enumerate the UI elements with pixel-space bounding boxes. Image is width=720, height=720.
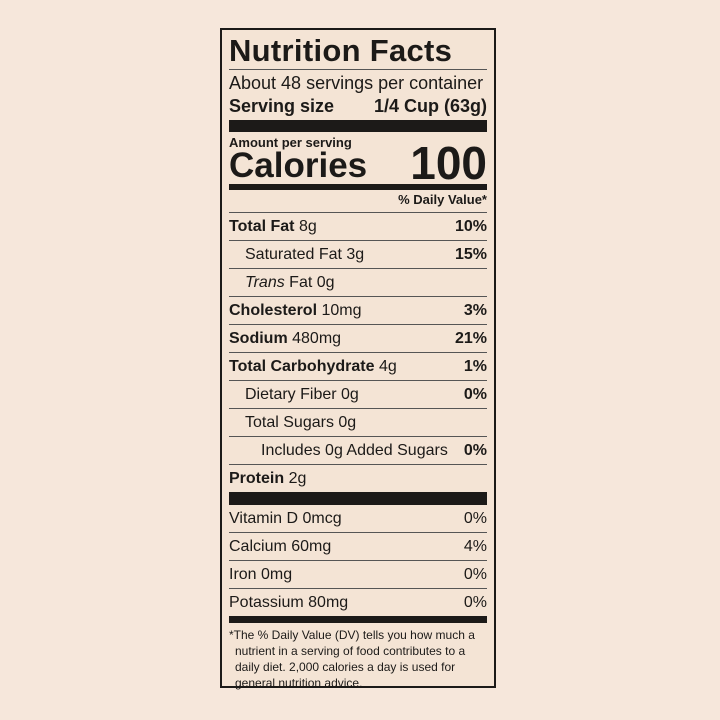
thick-divider: [229, 120, 487, 132]
vitamin-label: Iron 0mg: [229, 566, 292, 584]
vitamin-daily-value: 4%: [463, 537, 487, 555]
nutrient-label: Cholesterol 10mg: [229, 302, 362, 320]
nutrient-daily-value: 1%: [463, 357, 487, 375]
vitamin-amount: 80mg: [308, 593, 349, 611]
nutrient-label: Sodium 480mg: [229, 330, 341, 348]
nutrition-facts-label: Nutrition Facts About 48 servings per co…: [220, 28, 496, 690]
serving-size-label: Serving size: [229, 96, 335, 116]
nutrient-daily-value: 15%: [454, 245, 487, 263]
serving-size-value: 1/4 Cup (63g): [373, 96, 487, 116]
nutrient-row: Protein 2g: [229, 465, 487, 492]
nutrient-daily-value: 0%: [463, 441, 487, 459]
vitamin-label: Calcium 60mg: [229, 538, 331, 556]
daily-value-header: % Daily Value*: [229, 190, 487, 213]
nutrient-name: Sodium: [229, 329, 288, 347]
vitamin-row: Calcium 60mg 4%: [229, 533, 487, 561]
nutrient-row: Total Carbohydrate 4g 1%: [229, 353, 487, 381]
nutrient-label: Trans Fat 0g: [245, 274, 335, 292]
nutrient-amount: 0g: [338, 413, 357, 431]
nutrient-amount: 0g: [341, 385, 359, 403]
calories-value: 100: [410, 137, 487, 189]
nutrient-label: Total Sugars 0g: [245, 414, 356, 432]
nutrient-label: Saturated Fat 3g: [245, 246, 364, 264]
nutrient-row: Dietary Fiber 0g 0%: [229, 381, 487, 409]
servings-per-container: About 48 servings per container: [229, 73, 484, 93]
nutrient-row: Total Fat 8g 10%: [229, 213, 487, 241]
vitamin-name: Calcium: [229, 537, 287, 555]
nutrient-name: Protein: [229, 469, 285, 487]
vitamin-list: Vitamin D 0mcg 0% Calcium 60mg 4% Iron 0mg 0%…: [229, 505, 487, 616]
vitamin-row: Vitamin D 0mcg 0%: [229, 505, 487, 533]
vitamin-daily-value: 0%: [463, 565, 487, 583]
divider: [229, 69, 487, 70]
nutrient-name: Total Fat: [229, 217, 295, 235]
nutrient-amount: 0g: [316, 273, 335, 291]
medium-divider: [229, 184, 487, 190]
nutrient-amount: 0g Added Sugars: [325, 441, 448, 459]
vitamin-daily-value: 0%: [463, 593, 487, 611]
nutrient-row: Cholesterol 10mg 3%: [229, 297, 487, 325]
nutrient-name: Cholesterol: [229, 301, 318, 319]
nutrient-daily-value: 3%: [463, 301, 487, 319]
vitamin-daily-value: 0%: [463, 509, 487, 527]
nutrient-name: Dietary Fiber: [245, 385, 337, 403]
vitamin-row: Potassium 80mg 0%: [229, 589, 487, 616]
vitamin-name: Iron: [229, 565, 257, 583]
nutrient-label: Total Fat 8g: [229, 218, 317, 236]
vitamin-amount: 60mg: [291, 537, 332, 555]
vitamin-label: Potassium 80mg: [229, 594, 348, 612]
vitamin-name: Potassium: [229, 593, 304, 611]
nutrient-name: Trans: [245, 273, 285, 291]
label-title: Nutrition Facts: [229, 33, 453, 68]
calories-label: Calories: [229, 146, 368, 185]
nutrient-label: Includes 0g Added Sugars: [261, 442, 448, 460]
nutrient-name: Total Carbohydrate: [229, 357, 375, 375]
nutrient-daily-value: 10%: [454, 217, 487, 235]
thick-divider: [229, 492, 487, 505]
nutrient-row: Includes 0g Added Sugars 0%: [229, 437, 487, 465]
nutrient-label: Protein 2g: [229, 470, 306, 488]
nutrient-row: Sodium 480mg 21%: [229, 325, 487, 353]
nutrient-row: Trans Fat 0g: [229, 269, 487, 297]
vitamin-amount: 0mcg: [302, 509, 342, 527]
nutrient-name-suffix: Fat: [284, 273, 313, 291]
nutrient-daily-value: 21%: [454, 329, 487, 347]
serving-size: Serving size 1/4 Cup (63g): [229, 95, 487, 117]
nutrient-row: Total Sugars 0g: [229, 409, 487, 437]
vitamin-name: Vitamin D: [229, 509, 299, 527]
nutrient-row: Saturated Fat 3g 15%: [229, 241, 487, 269]
nutrient-amount: 3g: [346, 245, 365, 263]
nutrient-amount: 10mg: [321, 301, 362, 319]
vitamin-label: Vitamin D 0mcg: [229, 510, 342, 528]
footnote: *The % Daily Value (DV) tells you how mu…: [229, 628, 475, 690]
nutrient-name: Total Sugars: [245, 413, 334, 431]
nutrient-amount: 4g: [378, 357, 397, 375]
vitamin-row: Iron 0mg 0%: [229, 561, 487, 589]
calories-row: Calories 100: [229, 140, 487, 186]
nutrient-amount: 2g: [288, 469, 307, 487]
nutrient-name: Includes: [261, 441, 321, 459]
nutrient-label: Dietary Fiber 0g: [245, 386, 359, 404]
nutrient-amount: 8g: [298, 217, 317, 235]
nutrient-list: Total Fat 8g 10% Saturated Fat 3g 15% Trans …: [229, 213, 487, 492]
vitamin-amount: 0mg: [261, 565, 293, 583]
nutrient-name: Saturated Fat: [245, 245, 342, 263]
nutrient-daily-value: 0%: [463, 385, 487, 403]
amount-per-serving: Amount per serving: [229, 135, 352, 150]
nutrient-amount: 480mg: [292, 329, 342, 347]
nutrient-label: Total Carbohydrate 4g: [229, 358, 397, 376]
medium-divider: [229, 616, 487, 623]
